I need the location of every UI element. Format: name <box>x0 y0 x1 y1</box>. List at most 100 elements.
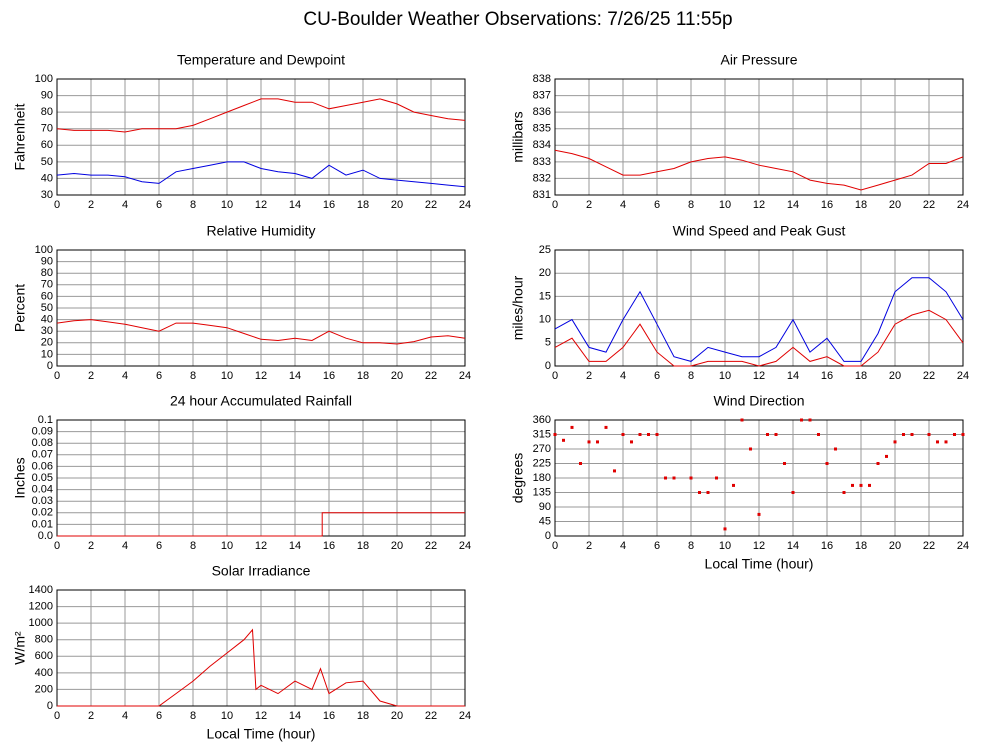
y-tick-label: 0.07 <box>32 449 53 461</box>
data-point <box>689 476 693 480</box>
x-tick-label: 24 <box>957 540 969 552</box>
data-point <box>791 491 795 494</box>
data-point <box>553 433 557 436</box>
y-tick-label: 832 <box>533 172 551 184</box>
y-axis-label: millibars <box>510 111 526 162</box>
y-tick-label: 15 <box>539 290 551 302</box>
data-line <box>554 277 964 362</box>
y-tick-label: 5 <box>545 337 551 349</box>
y-tick-label: 225 <box>533 457 551 469</box>
data-point <box>757 512 761 516</box>
y-axis-label: Fahrenheit <box>12 103 28 170</box>
y-tick-label: 30 <box>41 189 53 201</box>
y-tick-label: 60 <box>41 139 53 151</box>
x-tick-label: 16 <box>821 199 833 211</box>
x-tick-label: 10 <box>221 540 233 552</box>
x-tick-label: 2 <box>586 540 592 552</box>
y-tick-label: 0.08 <box>32 437 53 449</box>
y-tick-label: 70 <box>41 279 53 291</box>
y-tick-label: 1200 <box>29 600 53 612</box>
data-point <box>834 447 837 451</box>
y-tick-label: 25 <box>539 244 551 256</box>
data-point <box>664 476 667 480</box>
y-axis-label: degrees <box>510 453 526 504</box>
data-point <box>621 433 625 436</box>
y-tick-label: 400 <box>35 667 53 679</box>
data-point <box>774 433 778 436</box>
chart-title: Temperature and Dewpoint <box>177 52 345 68</box>
plot-frame <box>554 78 964 196</box>
data-point <box>927 433 931 436</box>
y-tick-label: 834 <box>533 139 551 151</box>
x-tick-label: 6 <box>156 710 162 722</box>
x-tick-label: 12 <box>255 710 267 722</box>
data-point <box>842 491 846 494</box>
x-tick-label: 24 <box>459 540 471 552</box>
y-tick-label: 0.05 <box>32 472 53 484</box>
y-axis-label: Inches <box>12 457 28 498</box>
plot-frame <box>56 78 466 196</box>
x-tick-label: 16 <box>323 199 335 211</box>
y-axis-label: miles/hour <box>510 275 526 340</box>
x-tick-label: 0 <box>552 370 558 382</box>
y-tick-label: 10 <box>539 314 551 326</box>
data-line <box>554 309 964 367</box>
x-tick-label: 0 <box>552 540 558 552</box>
x-tick-label: 4 <box>620 199 626 211</box>
x-tick-label: 18 <box>357 199 369 211</box>
x-tick-label: 20 <box>889 370 901 382</box>
data-line <box>57 628 465 707</box>
data-line <box>56 319 466 345</box>
x-tick-label: 12 <box>753 540 765 552</box>
y-tick-label: 315 <box>533 428 551 440</box>
x-tick-label: 14 <box>289 710 301 722</box>
y-tick-label: 0 <box>545 360 551 372</box>
x-tick-label: 14 <box>289 199 301 211</box>
y-tick-label: 90 <box>41 89 53 101</box>
x-tick-label: 14 <box>787 199 799 211</box>
x-tick-label: 12 <box>255 540 267 552</box>
x-tick-label: 2 <box>586 370 592 382</box>
x-tick-label: 22 <box>923 540 935 552</box>
y-tick-label: 60 <box>41 290 53 302</box>
y-tick-label: 835 <box>533 123 551 135</box>
data-line <box>57 512 465 537</box>
x-tick-label: 14 <box>787 370 799 382</box>
x-tick-label: 24 <box>459 199 471 211</box>
data-line <box>56 161 466 188</box>
data-point <box>800 418 803 422</box>
y-tick-label: 0.06 <box>32 460 53 472</box>
x-tick-label: 8 <box>688 370 694 382</box>
data-point <box>638 433 642 436</box>
y-tick-label: 836 <box>533 106 551 118</box>
data-point <box>868 483 871 487</box>
y-tick-label: 20 <box>41 337 53 349</box>
x-tick-label: 24 <box>459 710 471 722</box>
x-tick-label: 10 <box>221 199 233 211</box>
y-tick-label: 180 <box>533 472 551 484</box>
x-tick-label: 8 <box>190 370 196 382</box>
plot-frame <box>56 249 466 367</box>
x-tick-label: 24 <box>957 199 969 211</box>
x-tick-label: 0 <box>552 199 558 211</box>
x-tick-label: 20 <box>391 540 403 552</box>
x-tick-label: 22 <box>923 370 935 382</box>
y-tick-label: 600 <box>35 650 53 662</box>
y-tick-label: 50 <box>41 302 53 314</box>
y-tick-label: 270 <box>533 443 551 455</box>
data-point <box>783 462 786 465</box>
chart-title: Wind Direction <box>713 393 804 409</box>
x-tick-label: 4 <box>620 370 626 382</box>
data-point <box>902 433 905 436</box>
x-tick-label: 18 <box>357 370 369 382</box>
y-tick-label: 1000 <box>29 617 53 629</box>
x-tick-label: 14 <box>289 540 301 552</box>
y-tick-label: 0.1 <box>38 414 53 426</box>
data-point <box>817 433 820 436</box>
x-tick-label: 18 <box>855 370 867 382</box>
data-point <box>570 425 574 429</box>
x-tick-label: 0 <box>54 540 60 552</box>
data-point <box>562 438 565 442</box>
x-tick-label: 12 <box>753 370 765 382</box>
x-tick-label: 18 <box>855 540 867 552</box>
